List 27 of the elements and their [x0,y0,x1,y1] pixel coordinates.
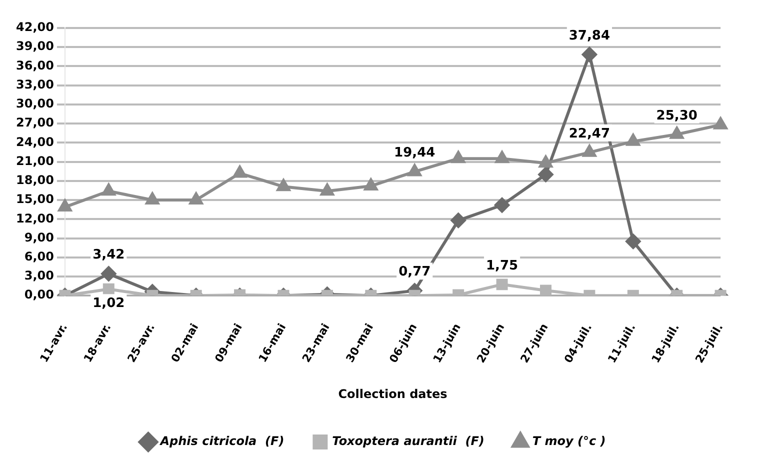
legend-label: Toxoptera aurantii (F) [332,434,484,448]
y-tick-label: 27,00 [16,116,54,130]
data-label: 37,84 [568,28,610,44]
data-label: 1,02 [92,296,125,311]
y-tick-label: 6,00 [24,249,54,264]
y-tick-label: 24,00 [16,134,54,149]
x-axis-title: Collection dates [338,386,448,401]
y-tick-label: 42,00 [16,20,54,34]
legend-label: T moy (°c ) [532,434,606,448]
y-tick-label: 0,00 [24,288,54,302]
y-tick-label: 36,00 [16,58,54,72]
y-tick-label: 30,00 [16,96,54,111]
y-tick-label: 33,00 [16,77,54,92]
y-tick-label: 3,00 [24,268,54,283]
data-label: 1,75 [486,258,518,274]
y-tick-label: 12,00 [16,211,54,226]
data-label: 25,30 [656,108,698,124]
legend-label: Aphis citricola (F) [159,434,284,448]
data-label: 3,42 [92,248,125,263]
y-tick-label: 21,00 [16,154,54,168]
y-tick-label: 18,00 [16,173,54,188]
data-label: 0,77 [398,264,431,280]
data-label: 22,47 [568,126,610,142]
data-label: 19,44 [394,146,436,161]
y-tick-label: 9,00 [24,230,54,244]
y-tick-label: 39,00 [16,39,54,54]
y-tick-label: 15,00 [16,192,54,206]
